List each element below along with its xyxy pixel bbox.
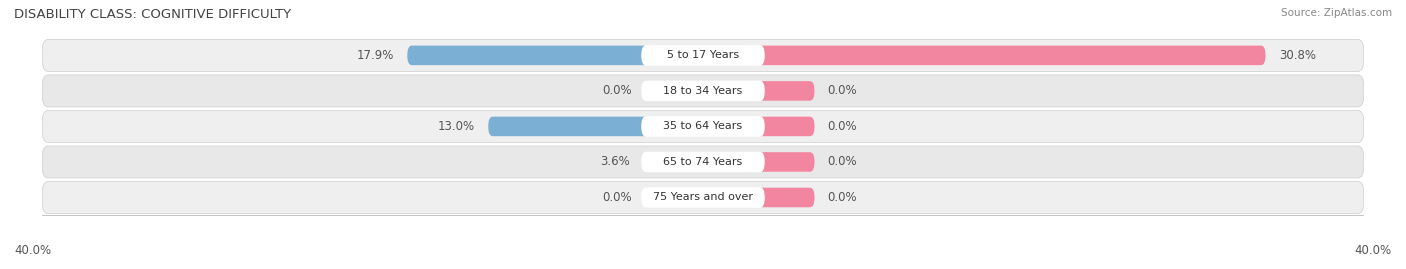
FancyBboxPatch shape bbox=[756, 81, 814, 101]
FancyBboxPatch shape bbox=[408, 46, 650, 65]
Text: 0.0%: 0.0% bbox=[828, 84, 858, 97]
FancyBboxPatch shape bbox=[756, 152, 814, 172]
FancyBboxPatch shape bbox=[756, 188, 814, 207]
Text: Source: ZipAtlas.com: Source: ZipAtlas.com bbox=[1281, 8, 1392, 18]
Text: 40.0%: 40.0% bbox=[14, 244, 51, 257]
Text: 5 to 17 Years: 5 to 17 Years bbox=[666, 50, 740, 60]
Text: 18 to 34 Years: 18 to 34 Years bbox=[664, 86, 742, 96]
Text: 30.8%: 30.8% bbox=[1278, 49, 1316, 62]
FancyBboxPatch shape bbox=[644, 152, 650, 172]
Text: 40.0%: 40.0% bbox=[1355, 244, 1392, 257]
Text: 0.0%: 0.0% bbox=[828, 120, 858, 133]
Text: 0.0%: 0.0% bbox=[602, 191, 631, 204]
Text: 75 Years and over: 75 Years and over bbox=[652, 193, 754, 203]
FancyBboxPatch shape bbox=[42, 75, 1364, 107]
FancyBboxPatch shape bbox=[42, 111, 1364, 142]
Text: 0.0%: 0.0% bbox=[602, 84, 631, 97]
FancyBboxPatch shape bbox=[645, 188, 650, 207]
Text: DISABILITY CLASS: COGNITIVE DIFFICULTY: DISABILITY CLASS: COGNITIVE DIFFICULTY bbox=[14, 8, 291, 21]
FancyBboxPatch shape bbox=[42, 146, 1364, 178]
FancyBboxPatch shape bbox=[645, 81, 650, 101]
Text: 35 to 64 Years: 35 to 64 Years bbox=[664, 121, 742, 132]
FancyBboxPatch shape bbox=[756, 117, 814, 136]
Text: 13.0%: 13.0% bbox=[437, 120, 475, 133]
FancyBboxPatch shape bbox=[641, 81, 765, 101]
FancyBboxPatch shape bbox=[42, 182, 1364, 214]
FancyBboxPatch shape bbox=[42, 39, 1364, 71]
Text: 3.6%: 3.6% bbox=[600, 155, 630, 168]
FancyBboxPatch shape bbox=[641, 116, 765, 137]
FancyBboxPatch shape bbox=[488, 117, 650, 136]
Text: 0.0%: 0.0% bbox=[828, 191, 858, 204]
Text: 0.0%: 0.0% bbox=[828, 155, 858, 168]
FancyBboxPatch shape bbox=[641, 187, 765, 208]
Text: 65 to 74 Years: 65 to 74 Years bbox=[664, 157, 742, 167]
FancyBboxPatch shape bbox=[756, 46, 1265, 65]
FancyBboxPatch shape bbox=[641, 45, 765, 66]
FancyBboxPatch shape bbox=[641, 152, 765, 172]
Text: 17.9%: 17.9% bbox=[357, 49, 394, 62]
